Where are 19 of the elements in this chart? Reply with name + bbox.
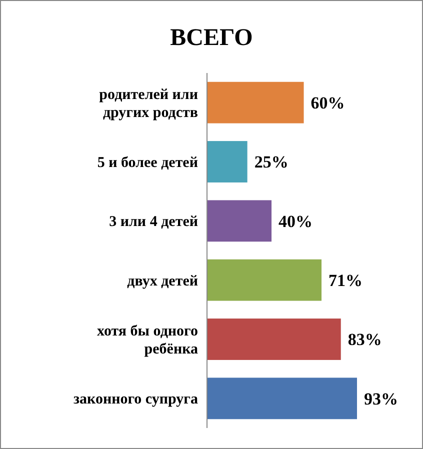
data-label: 93% xyxy=(364,389,398,408)
data-label: 25% xyxy=(254,152,288,172)
y-tick-label: 3 или 4 детей xyxy=(109,214,198,230)
y-tick-label: двух детей xyxy=(127,273,198,290)
y-tick-label: хотя бы одного ребёнка xyxy=(97,324,198,358)
y-tick-label: 5 и более детей xyxy=(97,155,198,171)
bar xyxy=(207,318,341,360)
bar xyxy=(207,82,304,124)
chart-title: ВСЕГО xyxy=(170,25,253,51)
y-tick-label: родителей или других родств xyxy=(99,86,198,121)
data-label: 60% xyxy=(310,94,345,113)
data-label: 83% xyxy=(348,330,382,350)
bar xyxy=(207,200,272,242)
y-tick-label: законного супруга xyxy=(73,392,198,408)
bar xyxy=(207,141,248,182)
data-label: 71% xyxy=(328,271,363,290)
data-label: 40% xyxy=(278,212,313,231)
bar xyxy=(207,378,357,420)
bar xyxy=(207,259,322,301)
